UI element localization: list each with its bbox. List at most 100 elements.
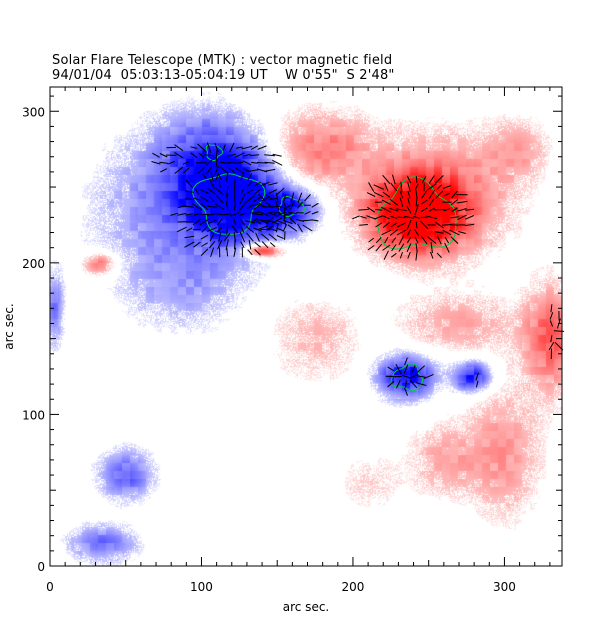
field-vector xyxy=(420,199,428,205)
field-vector xyxy=(226,248,229,257)
field-vector xyxy=(200,234,209,240)
field-vector xyxy=(414,229,420,237)
field-vector xyxy=(215,213,224,216)
field-vector xyxy=(174,151,184,159)
field-vector xyxy=(451,207,458,213)
field-vector xyxy=(207,205,218,208)
field-vector xyxy=(215,194,224,204)
field-vector xyxy=(197,167,206,174)
field-vector xyxy=(205,159,213,167)
field-vector xyxy=(268,189,278,195)
field-vector xyxy=(358,208,369,211)
field-vector xyxy=(450,199,459,206)
field-vector xyxy=(436,252,442,258)
field-vector xyxy=(411,365,416,373)
field-vector xyxy=(230,212,240,217)
field-vector xyxy=(253,188,262,195)
field-vector xyxy=(272,153,282,157)
field-vector xyxy=(415,197,418,207)
field-vector xyxy=(383,250,389,261)
field-vector xyxy=(404,215,414,219)
field-vector xyxy=(201,226,208,233)
field-vector xyxy=(239,193,246,205)
field-vector xyxy=(421,175,427,183)
field-vector xyxy=(392,174,396,185)
field-vector xyxy=(282,224,287,232)
field-vector xyxy=(398,243,405,252)
field-vector xyxy=(185,213,194,216)
field-vector xyxy=(225,239,229,251)
field-vector xyxy=(366,215,377,220)
field-vector xyxy=(199,218,210,226)
field-vector xyxy=(159,153,168,158)
field-vector xyxy=(465,215,475,220)
field-vector xyxy=(265,216,274,224)
field-vector xyxy=(209,179,216,189)
field-vector xyxy=(428,198,435,207)
field-vector xyxy=(275,223,279,233)
field-vector xyxy=(244,220,255,224)
field-vector xyxy=(185,179,193,189)
field-vector xyxy=(207,188,217,195)
field-vector xyxy=(391,244,397,252)
field-vector xyxy=(311,219,319,222)
field-vector xyxy=(233,232,236,242)
field-vector xyxy=(184,205,195,208)
axis-ticks xyxy=(49,87,562,567)
field-vector xyxy=(231,225,239,234)
field-vector xyxy=(415,221,418,229)
field-vector xyxy=(275,211,286,217)
field-vector xyxy=(398,235,405,246)
field-vector xyxy=(248,239,252,250)
field-vector xyxy=(389,198,399,206)
field-vector xyxy=(442,229,452,236)
field-vector xyxy=(413,215,420,219)
field-vector xyxy=(449,229,460,236)
field-vector xyxy=(268,198,277,201)
field-vector xyxy=(255,232,260,242)
field-vector xyxy=(240,241,245,248)
field-vector xyxy=(384,182,389,192)
field-vector xyxy=(430,242,433,254)
field-vector xyxy=(240,172,245,181)
field-vector xyxy=(200,189,210,194)
field-vector xyxy=(226,193,229,205)
field-vector xyxy=(444,242,450,253)
field-vector xyxy=(444,236,450,244)
field-vector xyxy=(260,181,270,187)
field-vector xyxy=(405,380,407,388)
field-vector xyxy=(375,243,382,252)
field-vector xyxy=(381,229,392,236)
field-vector xyxy=(235,161,244,164)
field-vector xyxy=(550,304,553,313)
field-vector xyxy=(228,167,235,173)
field-vector xyxy=(272,159,283,166)
field-contour xyxy=(192,173,266,235)
y-tick-label: 300 xyxy=(22,105,45,119)
field-vector xyxy=(260,233,270,241)
field-vector xyxy=(428,207,435,212)
field-vector xyxy=(548,342,555,351)
field-vector xyxy=(152,152,160,158)
field-vector xyxy=(415,190,418,200)
field-vector xyxy=(235,167,244,174)
field-vector xyxy=(251,161,258,164)
field-vector xyxy=(404,387,408,396)
field-vector xyxy=(436,235,442,245)
field-vector xyxy=(475,372,479,381)
field-contour xyxy=(205,144,224,162)
field-vector xyxy=(202,173,207,180)
field-vector xyxy=(276,235,284,240)
field-vector xyxy=(177,212,187,216)
y-tick-label: 100 xyxy=(22,408,45,422)
field-vector xyxy=(193,241,201,248)
field-vector xyxy=(258,193,266,202)
field-vector xyxy=(214,142,219,153)
field-vector xyxy=(208,240,216,249)
field-vector xyxy=(239,231,246,243)
field-vector xyxy=(375,222,383,228)
field-vector xyxy=(200,248,209,256)
field-vector xyxy=(275,192,279,203)
field-vector xyxy=(287,211,297,215)
field-vector xyxy=(296,223,303,233)
